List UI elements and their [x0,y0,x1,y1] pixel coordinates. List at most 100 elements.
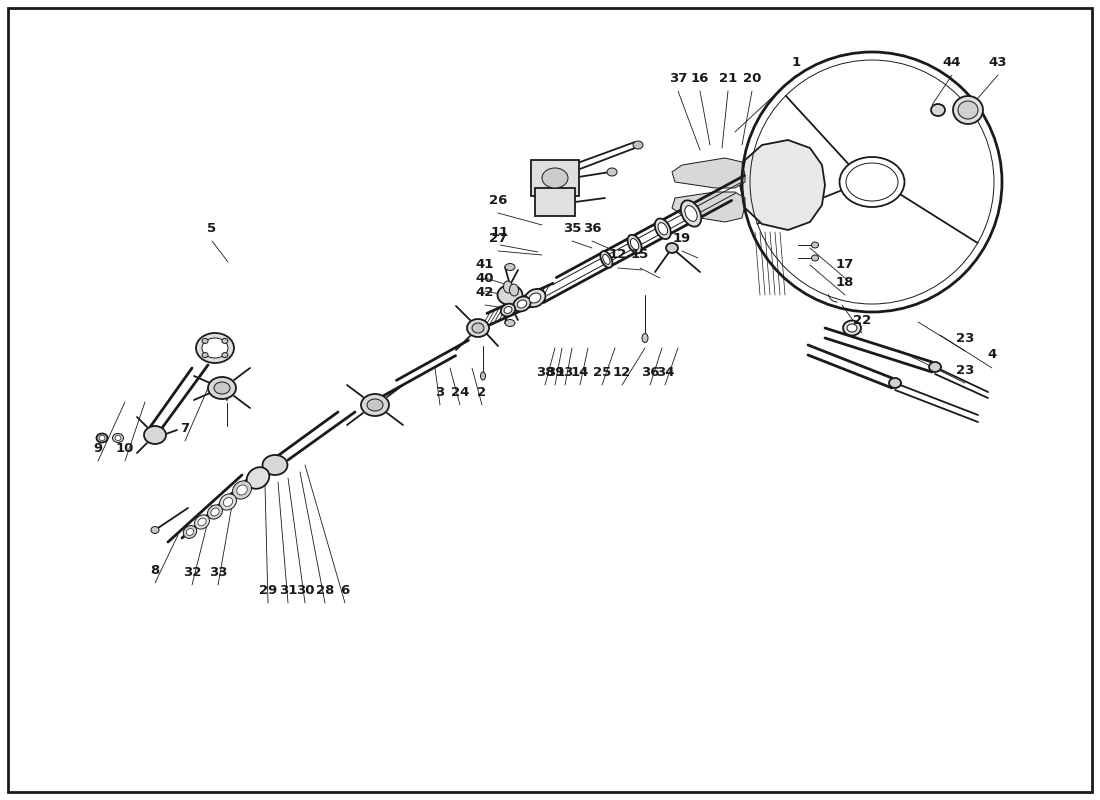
Ellipse shape [500,304,515,316]
Text: 31: 31 [278,583,297,597]
Ellipse shape [116,435,121,441]
Ellipse shape [603,254,611,265]
Ellipse shape [497,285,522,305]
Ellipse shape [263,455,287,475]
Ellipse shape [601,251,613,268]
Text: 6: 6 [340,583,350,597]
Ellipse shape [211,508,219,516]
Text: 38: 38 [536,366,554,378]
Ellipse shape [202,338,208,343]
Ellipse shape [505,319,515,326]
Text: 14: 14 [571,366,590,378]
Ellipse shape [642,334,648,342]
Text: 35: 35 [563,222,581,234]
Text: 32: 32 [183,566,201,578]
Ellipse shape [843,321,861,335]
Text: 23: 23 [956,331,975,345]
Ellipse shape [517,300,527,308]
Text: 16: 16 [691,71,710,85]
Ellipse shape [361,394,389,416]
Ellipse shape [931,104,945,116]
Ellipse shape [222,338,228,343]
Ellipse shape [208,377,236,399]
Ellipse shape [504,306,512,314]
Ellipse shape [509,284,518,296]
Ellipse shape [196,333,234,363]
Text: 4: 4 [988,349,997,362]
Text: 7: 7 [180,422,189,434]
Ellipse shape [812,242,818,248]
Ellipse shape [97,434,108,442]
Ellipse shape [198,518,206,526]
Ellipse shape [658,222,668,235]
Text: 28: 28 [316,583,334,597]
Ellipse shape [847,324,857,332]
Text: 36: 36 [583,222,602,234]
Text: 36: 36 [640,366,659,378]
Ellipse shape [367,399,383,411]
Ellipse shape [958,101,978,119]
Ellipse shape [839,157,904,207]
Ellipse shape [542,168,568,188]
Text: 37: 37 [669,71,688,85]
Ellipse shape [468,319,490,337]
Ellipse shape [223,498,233,506]
Text: 39: 39 [546,366,564,378]
Text: 30: 30 [296,583,315,597]
Ellipse shape [195,515,209,529]
Text: 43: 43 [989,55,1008,69]
Text: 29: 29 [258,583,277,597]
Text: 18: 18 [836,275,855,289]
Ellipse shape [99,435,104,441]
Text: 19: 19 [673,231,691,245]
Text: 11: 11 [491,226,509,238]
Text: 15: 15 [631,249,649,262]
Ellipse shape [666,243,678,253]
Ellipse shape [525,289,546,307]
Ellipse shape [222,353,228,358]
Ellipse shape [812,255,818,261]
Bar [535,188,575,216]
Ellipse shape [632,141,644,149]
Text: 34: 34 [656,366,674,378]
Ellipse shape [846,163,898,201]
Text: 22: 22 [852,314,871,326]
Text: 8: 8 [151,563,160,577]
Text: 10: 10 [116,442,134,454]
Ellipse shape [214,382,230,394]
Ellipse shape [208,505,222,519]
Text: 5: 5 [208,222,217,234]
Text: 12: 12 [609,249,627,262]
Polygon shape [740,140,825,230]
Text: 23: 23 [956,363,975,377]
Text: 17: 17 [836,258,854,271]
Ellipse shape [953,96,983,124]
Text: 1: 1 [791,55,801,69]
Ellipse shape [630,238,639,250]
Ellipse shape [472,323,484,333]
Ellipse shape [246,467,270,489]
Text: 20: 20 [742,71,761,85]
Ellipse shape [112,434,123,442]
Text: 26: 26 [488,194,507,206]
Ellipse shape [930,362,940,372]
Ellipse shape [889,378,901,388]
Text: 40: 40 [475,271,494,285]
Text: 24: 24 [451,386,470,398]
Ellipse shape [628,234,641,254]
Text: 42: 42 [476,286,494,298]
Text: 3: 3 [436,386,444,398]
Ellipse shape [232,481,252,499]
Text: 25: 25 [593,366,612,378]
Ellipse shape [505,263,515,270]
Ellipse shape [607,168,617,176]
Ellipse shape [186,529,194,535]
Ellipse shape [220,494,236,510]
Text: 44: 44 [943,55,961,69]
Text: 33: 33 [209,566,228,578]
Ellipse shape [184,526,197,538]
Text: 9: 9 [94,442,102,454]
Ellipse shape [202,338,228,358]
Polygon shape [672,158,745,188]
Text: 41: 41 [476,258,494,271]
